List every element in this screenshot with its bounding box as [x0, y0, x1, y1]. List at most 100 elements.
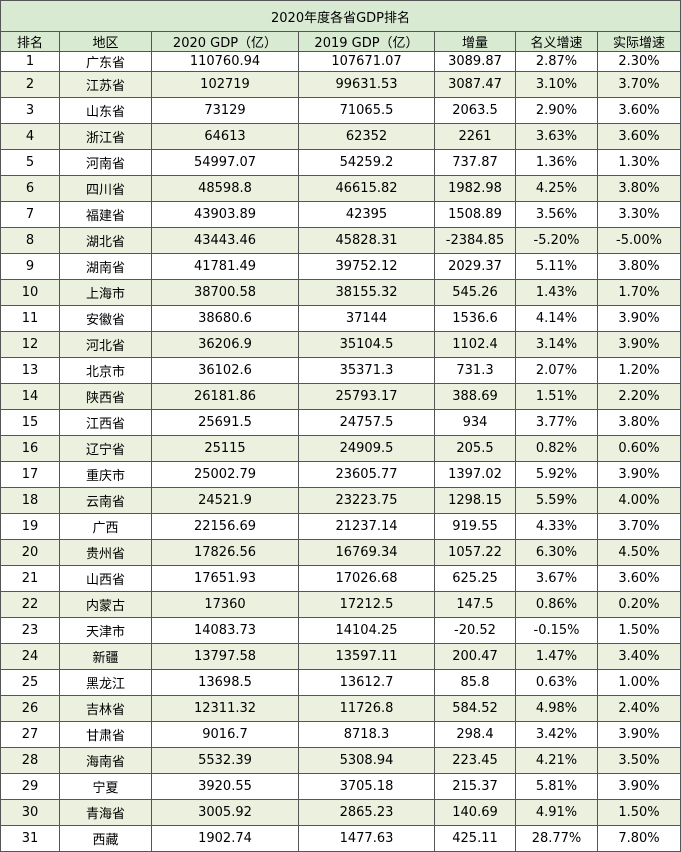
- cell-nominal-growth: 3.77%: [515, 409, 598, 436]
- table-row: 14 陕西省 26181.86 25793.17 388.69 1.51% 2.20%: [0, 383, 681, 410]
- cell-gdp-2019: 21237.14: [298, 513, 435, 540]
- cell-increase: 1982.98: [434, 175, 516, 202]
- cell-increase: 2029.37: [434, 253, 516, 280]
- cell-region: 北京市: [59, 357, 152, 384]
- cell-gdp-2019: 17212.5: [298, 591, 435, 618]
- cell-gdp-2019: 2865.23: [298, 799, 435, 826]
- cell-nominal-growth: 1.36%: [515, 149, 598, 176]
- cell-rank: 8: [0, 227, 60, 254]
- cell-gdp-2019: 3705.18: [298, 773, 435, 800]
- cell-gdp-2019: 45828.31: [298, 227, 435, 254]
- cell-rank: 24: [0, 643, 60, 670]
- cell-gdp-2019: 11726.8: [298, 695, 435, 722]
- cell-gdp-2020: 36102.6: [151, 357, 299, 384]
- cell-region: 安徽省: [59, 305, 152, 332]
- header-gdp-2019: 2019 GDP（亿）: [298, 31, 435, 52]
- cell-region: 湖南省: [59, 253, 152, 280]
- cell-gdp-2019: 17026.68: [298, 565, 435, 592]
- cell-region: 福建省: [59, 201, 152, 228]
- cell-real-growth: 3.80%: [596, 253, 681, 280]
- cell-gdp-2019: 13597.11: [298, 643, 435, 670]
- cell-real-growth: 3.60%: [596, 123, 681, 150]
- cell-real-growth: 3.70%: [596, 71, 681, 98]
- cell-gdp-2019: 38155.32: [298, 279, 435, 306]
- cell-nominal-growth: 3.42%: [515, 721, 598, 748]
- cell-real-growth: 3.40%: [596, 643, 681, 670]
- cell-gdp-2019: 37144: [298, 305, 435, 332]
- cell-rank: 20: [0, 539, 60, 566]
- cell-increase: 625.25: [434, 565, 516, 592]
- cell-nominal-growth: 4.33%: [515, 513, 598, 540]
- cell-nominal-growth: 4.25%: [515, 175, 598, 202]
- cell-gdp-2019: 42395: [298, 201, 435, 228]
- cell-gdp-2019: 24909.5: [298, 435, 435, 462]
- cell-region: 西藏: [59, 825, 152, 852]
- header-row: 排名 地区 2020 GDP（亿） 2019 GDP（亿） 增量 名义增速 实际…: [0, 31, 681, 52]
- cell-real-growth: 1.00%: [596, 669, 681, 696]
- cell-gdp-2020: 64613: [151, 123, 299, 150]
- cell-nominal-growth: -0.15%: [515, 617, 598, 644]
- cell-region: 广东省: [59, 51, 152, 72]
- cell-gdp-2020: 54997.07: [151, 149, 299, 176]
- header-gdp-2020: 2020 GDP（亿）: [151, 31, 299, 52]
- cell-gdp-2020: 9016.7: [151, 721, 299, 748]
- cell-region: 四川省: [59, 175, 152, 202]
- cell-gdp-2020: 110760.94: [151, 51, 299, 72]
- table-row: 30 青海省 3005.92 2865.23 140.69 4.91% 1.50%: [0, 799, 681, 826]
- cell-nominal-growth: 5.11%: [515, 253, 598, 280]
- cell-real-growth: 1.50%: [596, 799, 681, 826]
- cell-real-growth: 0.20%: [596, 591, 681, 618]
- table-row: 16 辽宁省 25115 24909.5 205.5 0.82% 0.60%: [0, 435, 681, 462]
- cell-nominal-growth: 0.86%: [515, 591, 598, 618]
- cell-real-growth: 4.50%: [596, 539, 681, 566]
- cell-increase: -20.52: [434, 617, 516, 644]
- cell-gdp-2019: 13612.7: [298, 669, 435, 696]
- cell-region: 重庆市: [59, 461, 152, 488]
- cell-gdp-2019: 99631.53: [298, 71, 435, 98]
- cell-gdp-2019: 16769.34: [298, 539, 435, 566]
- cell-real-growth: 3.90%: [596, 305, 681, 332]
- cell-real-growth: 3.90%: [596, 331, 681, 358]
- cell-gdp-2020: 73129: [151, 97, 299, 124]
- cell-real-growth: 1.20%: [596, 357, 681, 384]
- cell-increase: 200.47: [434, 643, 516, 670]
- cell-rank: 10: [0, 279, 60, 306]
- cell-nominal-growth: 3.56%: [515, 201, 598, 228]
- table-row: 6 四川省 48598.8 46615.82 1982.98 4.25% 3.80%: [0, 175, 681, 202]
- cell-real-growth: 3.90%: [596, 773, 681, 800]
- table-row: 23 天津市 14083.73 14104.25 -20.52 -0.15% 1.50%: [0, 617, 681, 644]
- cell-gdp-2019: 35371.3: [298, 357, 435, 384]
- cell-real-growth: 2.40%: [596, 695, 681, 722]
- cell-gdp-2020: 102719: [151, 71, 299, 98]
- cell-rank: 18: [0, 487, 60, 514]
- cell-gdp-2020: 41781.49: [151, 253, 299, 280]
- table-row: 1 广东省 110760.94 107671.07 3089.87 2.87% 2.30%: [0, 51, 681, 72]
- cell-gdp-2019: 35104.5: [298, 331, 435, 358]
- cell-real-growth: 3.90%: [596, 721, 681, 748]
- cell-gdp-2020: 43443.46: [151, 227, 299, 254]
- table-row: 4 浙江省 64613 62352 2261 3.63% 3.60%: [0, 123, 681, 150]
- cell-rank: 5: [0, 149, 60, 176]
- cell-region: 天津市: [59, 617, 152, 644]
- header-rank: 排名: [0, 31, 60, 52]
- cell-increase: 934: [434, 409, 516, 436]
- cell-gdp-2019: 14104.25: [298, 617, 435, 644]
- cell-real-growth: 4.00%: [596, 487, 681, 514]
- cell-gdp-2019: 8718.3: [298, 721, 435, 748]
- cell-gdp-2019: 39752.12: [298, 253, 435, 280]
- cell-real-growth: 2.20%: [596, 383, 681, 410]
- cell-gdp-2020: 17651.93: [151, 565, 299, 592]
- cell-rank: 17: [0, 461, 60, 488]
- cell-gdp-2020: 25115: [151, 435, 299, 462]
- title-row: 2020年度各省GDP排名: [0, 0, 681, 32]
- cell-rank: 1: [0, 51, 60, 72]
- table-row: 27 甘肃省 9016.7 8718.3 298.4 3.42% 3.90%: [0, 721, 681, 748]
- cell-region: 广西: [59, 513, 152, 540]
- cell-gdp-2020: 1902.74: [151, 825, 299, 852]
- cell-gdp-2020: 38680.6: [151, 305, 299, 332]
- cell-gdp-2019: 5308.94: [298, 747, 435, 774]
- cell-rank: 25: [0, 669, 60, 696]
- cell-region: 上海市: [59, 279, 152, 306]
- cell-gdp-2019: 1477.63: [298, 825, 435, 852]
- cell-gdp-2020: 22156.69: [151, 513, 299, 540]
